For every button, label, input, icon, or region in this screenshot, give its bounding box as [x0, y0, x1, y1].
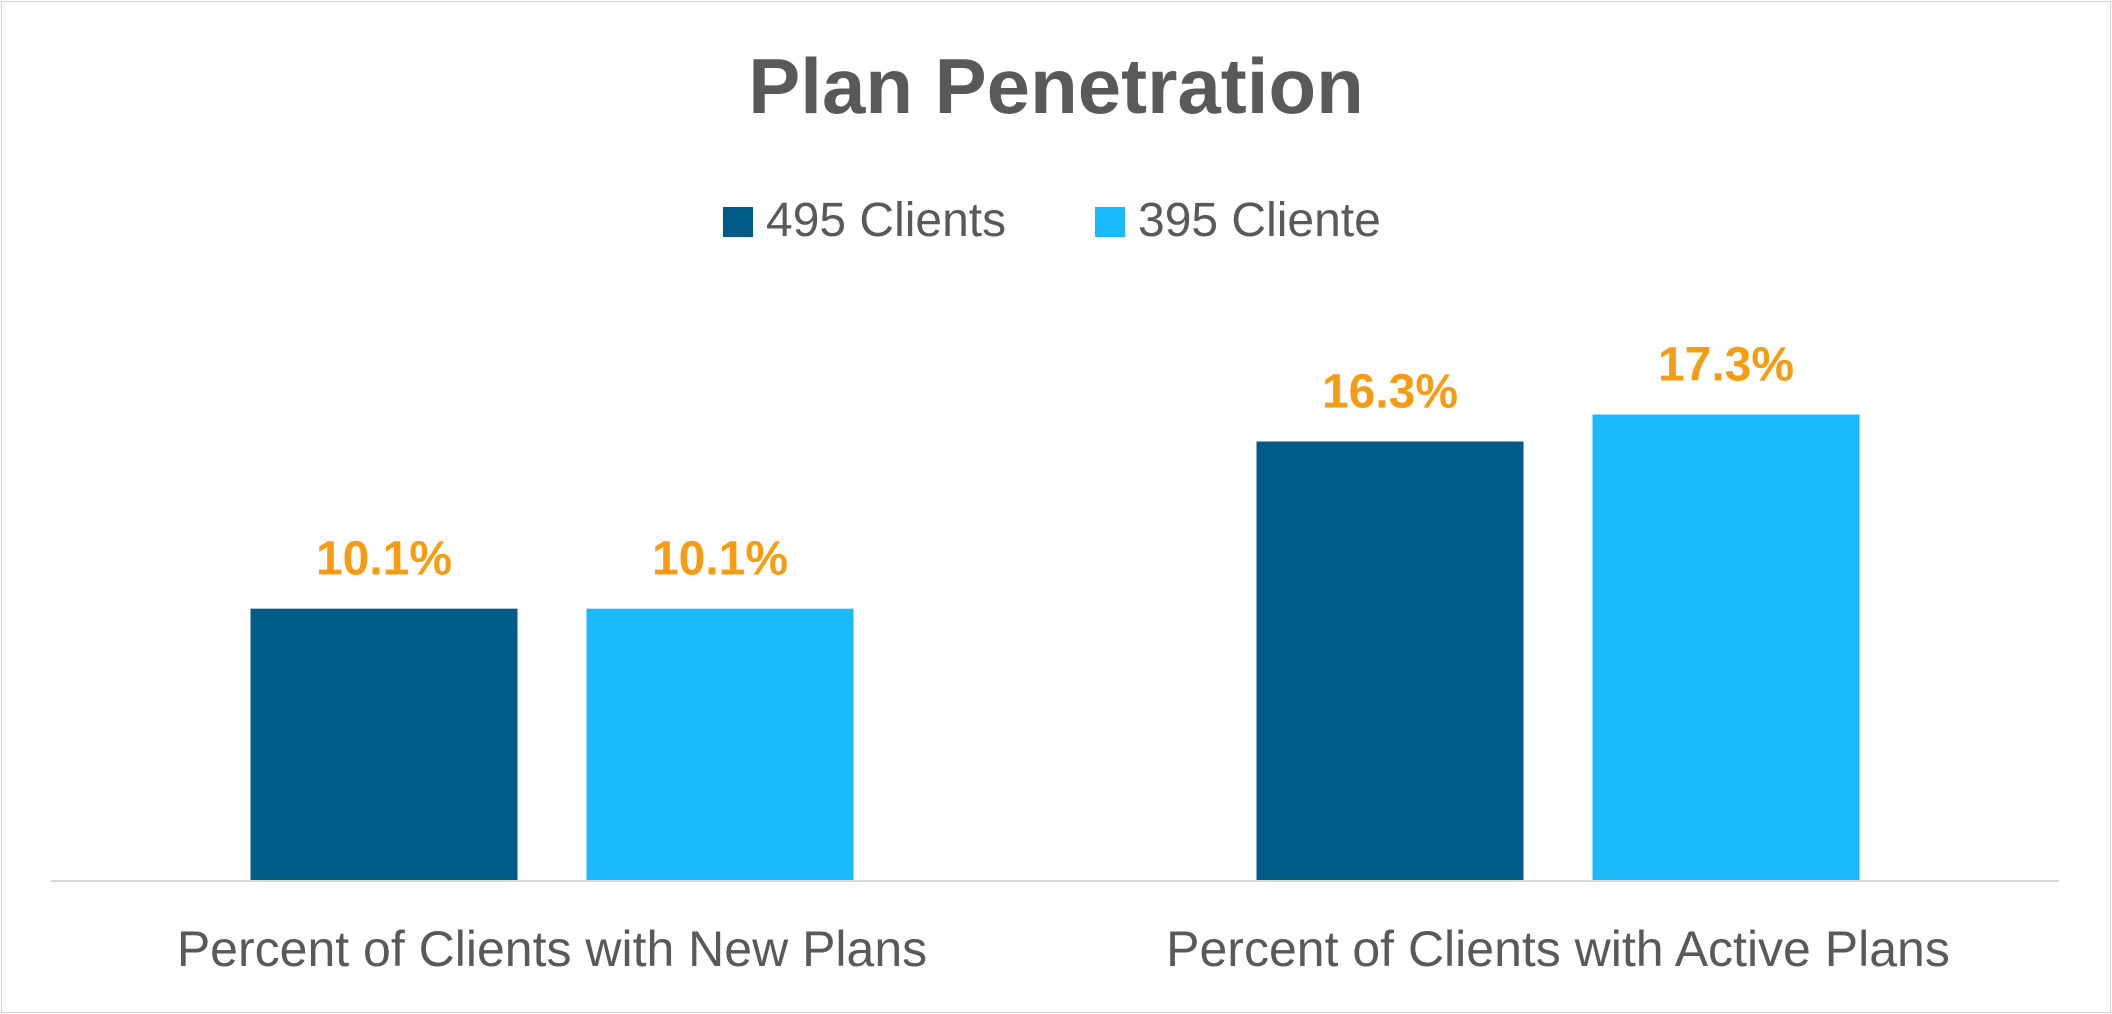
legend-label-495-clients: 495 Clients — [766, 194, 1006, 247]
data-label-395-cliente-new-plans: 10.1% — [652, 533, 788, 586]
legend: 495 Clients 395 Cliente — [723, 194, 1381, 247]
bar-395-cliente-active-plans — [1592, 414, 1860, 881]
legend-swatch-495-clients — [723, 207, 753, 237]
data-labels-group: 10.1% 16.3% 10.1% 17.3% — [316, 339, 1794, 586]
chart-title: Plan Penetration — [748, 42, 1363, 130]
data-label-495-clients-new-plans: 10.1% — [316, 533, 452, 586]
data-label-495-clients-active-plans: 16.3% — [1322, 366, 1458, 419]
category-label-active-plans: Percent of Clients with Active Plans — [1166, 921, 1950, 977]
bar-495-clients-active-plans — [1256, 441, 1524, 881]
bars-group — [250, 414, 1860, 881]
bar-495-clients-new-plans — [250, 608, 518, 881]
category-label-new-plans: Percent of Clients with New Plans — [177, 921, 927, 977]
legend-swatch-395-cliente — [1095, 207, 1125, 237]
legend-label-395-cliente: 395 Cliente — [1138, 194, 1381, 247]
bar-395-cliente-new-plans — [586, 608, 854, 881]
data-label-395-cliente-active-plans: 17.3% — [1658, 339, 1794, 392]
